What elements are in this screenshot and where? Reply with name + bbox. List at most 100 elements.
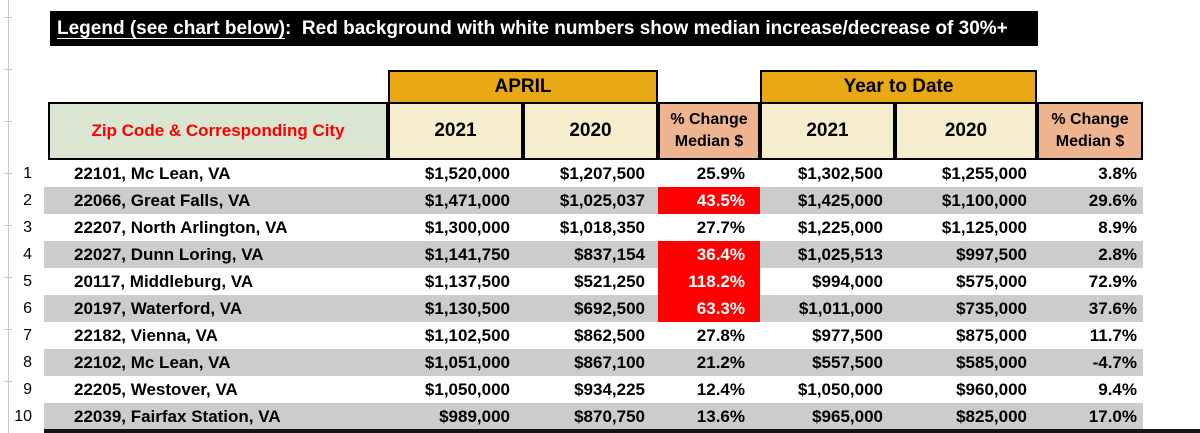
april-2020-cell: $862,500 [574,326,645,345]
zip-city-cell: 22101, Mc Lean, VA [74,164,231,183]
ytd-2021-cell: $994,000 [812,272,883,291]
april-2020-cell: $837,154 [574,245,645,264]
april-2020-cell: $692,500 [574,299,645,318]
april-2021-cell: $1,471,000 [424,191,510,210]
april-pct-change-column-header: % Change Median $ [658,102,760,160]
ytd-2021-cell: $1,025,513 [797,245,883,264]
ytd-2020-cell: $735,000 [956,299,1027,318]
april-2020-column-header: 2020 [523,102,658,160]
april-2021-cell: $989,000 [439,407,510,426]
zip-city-cell: 22102, Mc Lean, VA [74,353,231,372]
april-group-header: APRIL [388,70,658,104]
ytd-pct-change-cell: 9.4% [1098,380,1137,399]
zip-city-cell: 20197, Waterford, VA [74,299,243,318]
ytd-pct-change-cell: 37.6% [1088,299,1137,318]
pct-change-line2: Median $ [674,133,744,150]
april-2020-cell: $934,225 [574,380,645,399]
april-2020-cell: $1,207,500 [559,164,645,183]
zip-city-cell: 22027, Dunn Loring, VA [74,245,264,264]
table-row: 3 22207, North Arlington, VA $1,300,000 $1,… [0,214,1200,241]
row-number: 7 [23,327,32,344]
ytd-2020-cell: $997,500 [956,245,1027,264]
april-2021-column-header: 2021 [388,102,523,160]
table-row: 4 22027, Dunn Loring, VA $1,141,750 $837,15… [0,241,1200,268]
april-pct-change-cell: 25.9% [696,164,745,183]
row-number: 2 [23,192,32,209]
zip-city-cell: 22182, Vienna, VA [74,326,218,345]
april-pct-change-cell: 36.4% [658,241,760,268]
zip-city-cell: 22205, Westover, VA [74,380,238,399]
april-pct-change-cell: 13.6% [696,407,745,426]
april-2020-cell: $521,250 [574,272,645,291]
ytd-2021-cell: $1,302,500 [797,164,883,183]
ytd-pct-change-cell: 11.7% [1089,326,1137,345]
april-2021-cell: $1,137,500 [424,272,510,291]
worksheet-row-ticks [4,17,12,429]
ytd-2020-cell: $575,000 [956,272,1027,291]
row-number: 4 [23,246,32,263]
ytd-2021-column-header: 2021 [760,102,895,160]
april-2021-cell: $1,102,500 [424,326,510,345]
april-2020-cell: $870,750 [574,407,645,426]
table-row: 1 22101, Mc Lean, VA $1,520,000 $1,207,500 2… [0,160,1200,187]
ytd-2020-cell: $1,255,000 [941,164,1027,183]
row-number: 9 [23,381,32,398]
april-2020-cell: $1,025,037 [559,191,645,210]
table-bottom-border [44,429,1200,433]
ytd-2020-cell: $1,125,000 [941,218,1027,237]
april-pct-change-cell: 12.4% [696,380,745,399]
april-2021-cell: $1,300,000 [424,218,510,237]
ytd-pct-change-cell: 3.8% [1098,164,1137,183]
ytd-pct-change-cell: 72.9% [1088,272,1137,291]
april-2021-cell: $1,050,000 [424,380,510,399]
legend-description: : Red background with white numbers show… [285,18,1008,39]
ytd-2020-cell: $825,000 [956,407,1027,426]
pct-change-line1: % Change [670,110,748,128]
row-number: 1 [23,165,32,182]
ytd-2021-cell: $965,000 [812,407,883,426]
ytd-2020-cell: $875,000 [956,326,1027,345]
table-row: 9 22205, Westover, VA $1,050,000 $934,225 12… [0,376,1200,403]
ytd-2021-cell: $1,225,000 [797,218,883,237]
row-number: 6 [23,300,32,317]
legend-title: Legend (see chart below) [57,18,286,39]
ytd-2020-cell: $1,100,000 [941,191,1027,210]
pct-change-line2: Median $ [1055,133,1125,150]
table-row: 7 22182, Vienna, VA $1,102,500 $862,500 27.8… [0,322,1200,349]
table-row: 6 20197, Waterford, VA $1,130,500 $692,500 6… [0,295,1200,322]
april-pct-change-cell: 21.2% [696,353,745,372]
legend-bar: Legend (see chart below): Red background… [50,11,1038,46]
april-2021-cell: $1,051,000 [424,353,510,372]
zip-city-column-header: Zip Code & Corresponding City [48,102,388,160]
zip-city-cell: 22039, Fairfax Station, VA [74,407,281,426]
row-number: 10 [14,408,32,425]
april-pct-change-cell: 118.2% [658,268,760,295]
ytd-2020-cell: $585,000 [956,353,1027,372]
april-2020-cell: $1,018,350 [559,218,645,237]
april-2021-cell: $1,520,000 [424,164,510,183]
ytd-pct-change-cell: 17.0% [1088,407,1137,426]
april-2021-cell: $1,141,750 [424,245,510,264]
ytd-2021-cell: $557,500 [812,353,883,372]
ytd-2020-column-header: 2020 [895,102,1037,160]
april-pct-change-cell: 27.8% [696,326,745,345]
april-2021-cell: $1,130,500 [424,299,510,318]
april-2020-cell: $867,100 [574,353,645,372]
april-pct-change-cell: 27.7% [696,218,745,237]
table-row: 5 20117, Middleburg, VA $1,137,500 $521,250… [0,268,1200,295]
ytd-pct-change-cell: 2.8% [1098,245,1137,264]
ytd-pct-change-column-header: % Change Median $ [1037,102,1143,160]
ytd-2021-cell: $977,500 [812,326,883,345]
ytd-pct-change-cell: 8.9% [1098,218,1137,237]
ytd-pct-change-cell: 29.6% [1088,191,1137,210]
ytd-2021-cell: $1,425,000 [797,191,883,210]
zip-city-cell: 20117, Middleburg, VA [74,272,254,291]
ytd-pct-change-cell: -4.7% [1092,353,1137,372]
april-pct-change-cell: 63.3% [658,295,760,322]
table-row: 2 22066, Great Falls, VA $1,471,000 $1,025,… [0,187,1200,214]
ytd-2021-cell: $1,011,000 [798,299,883,318]
row-number: 5 [23,273,32,290]
april-pct-change-cell: 43.5% [658,187,760,214]
zip-city-cell: 22066, Great Falls, VA [74,191,251,210]
